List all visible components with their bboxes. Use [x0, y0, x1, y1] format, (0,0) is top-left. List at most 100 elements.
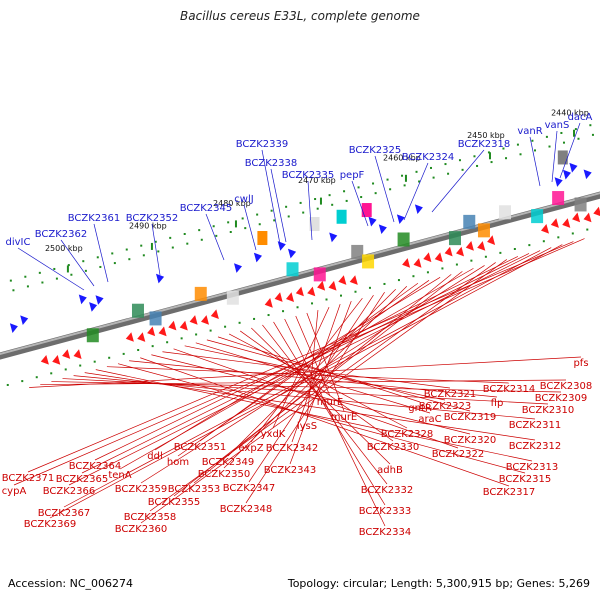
reverse-gene-arrow	[593, 206, 600, 216]
scale-dot	[354, 290, 357, 293]
gene-label-BCZK2358: BCZK2358	[124, 512, 177, 523]
leader-line	[227, 288, 396, 457]
scale-dot	[128, 258, 131, 261]
gene-label-BCZK2309: BCZK2309	[535, 393, 588, 404]
scale-dot	[122, 352, 125, 355]
reverse-gene-arrow	[456, 246, 464, 257]
gene-label-BCZK2333: BCZK2333	[359, 506, 412, 517]
feature-box	[557, 150, 568, 165]
forward-gene-arrow	[78, 294, 87, 305]
scale-dot	[229, 230, 232, 233]
scale-dot	[93, 360, 96, 363]
scale-dot	[487, 151, 490, 154]
scale-dot	[368, 286, 371, 289]
leader-line	[140, 357, 510, 487]
scale-dot	[67, 264, 70, 267]
gene-label-BCZK2310: BCZK2310	[522, 405, 575, 416]
gene-label-BCZK2347: BCZK2347	[223, 483, 276, 494]
genome-summary: Topology: circular; Length: 5,300,915 bp…	[287, 577, 590, 590]
leader-line	[261, 149, 281, 245]
gene-label-BCZK2345: BCZK2345	[180, 203, 233, 214]
scale-dot	[302, 211, 305, 214]
gene-label-expZ: expZ	[238, 443, 263, 454]
leader-line	[239, 330, 394, 442]
scale-dot	[267, 314, 270, 317]
scale-dot	[38, 271, 41, 274]
gene-label-BCZK2369: BCZK2369	[24, 519, 77, 530]
reverse-gene-arrow	[73, 349, 82, 359]
feature-box	[531, 209, 544, 224]
gene-label-BCZK2322: BCZK2322	[432, 449, 485, 460]
reverse-gene-arrow	[583, 212, 592, 223]
reverse-gene-arrow	[338, 275, 347, 285]
leader-line	[205, 213, 225, 261]
reverse-gene-arrow	[572, 212, 581, 223]
forward-gene-arrow	[9, 323, 18, 333]
scale-label-2440-kbp: 2440 kbp	[551, 108, 589, 117]
gene-label-BCZK2335: BCZK2335	[282, 170, 335, 181]
scale-dot	[26, 285, 29, 288]
scale-dot	[282, 310, 285, 313]
gene-label-BCZK2371: BCZK2371	[2, 473, 55, 484]
leader-line	[93, 223, 109, 283]
scale-dot	[476, 164, 479, 167]
scale-dot	[82, 260, 85, 263]
forward-gene-arrow	[554, 177, 563, 187]
reverse-gene-arrow	[349, 275, 358, 285]
scale-dot	[418, 180, 421, 183]
gene-label-BCZK2355: BCZK2355	[148, 497, 201, 508]
scale-dot	[166, 341, 169, 344]
scale-tick	[319, 197, 322, 205]
gene-label-BCZK2313: BCZK2313	[506, 462, 559, 473]
scale-dot	[180, 337, 183, 340]
forward-gene-arrow	[234, 263, 242, 273]
scale-dot	[542, 240, 545, 243]
gene-label-BCZK2314: BCZK2314	[483, 384, 536, 395]
gene-label-divIC: divIC	[6, 237, 31, 248]
gene-label-BCZK2349: BCZK2349	[202, 457, 255, 468]
scale-dot	[415, 170, 418, 173]
gene-label-BCZK2308: BCZK2308	[540, 381, 593, 392]
scale-dot	[397, 279, 400, 282]
feature-box	[313, 267, 326, 282]
feature-box	[351, 244, 364, 259]
gene-label-pepF: pepF	[340, 170, 365, 181]
scale-dot	[215, 234, 218, 237]
reverse-gene-arrow	[52, 355, 61, 365]
scale-dot	[169, 236, 172, 239]
scale-dot	[505, 157, 508, 160]
scale-dot	[484, 255, 487, 258]
scale-dot	[12, 289, 15, 292]
scale-dot	[447, 172, 450, 175]
leader-line	[243, 204, 257, 251]
scale-label-2460-kbp: 2460 kbp	[383, 153, 421, 162]
leader-line	[284, 318, 386, 527]
reverse-gene-arrow	[189, 315, 198, 325]
feature-box	[397, 232, 410, 247]
leader-line	[95, 369, 533, 462]
reverse-gene-arrow	[201, 315, 209, 325]
scale-dot	[256, 213, 259, 216]
gene-label-murE: murE	[317, 397, 344, 408]
reverse-gene-arrow	[295, 286, 304, 297]
feature-box	[226, 290, 239, 305]
gene-label-BCZK2317: BCZK2317	[483, 487, 536, 498]
gene-label-tenA: tenA	[108, 470, 131, 481]
reverse-gene-arrow	[317, 280, 326, 291]
reverse-gene-arrow	[328, 280, 337, 291]
scale-dot	[461, 168, 464, 171]
gene-label-BCZK2319: BCZK2319	[444, 412, 497, 423]
scale-dot	[591, 133, 594, 136]
feature-box	[574, 197, 587, 212]
reverse-gene-arrow	[444, 246, 453, 257]
gene-label-lysS: lysS	[297, 421, 317, 432]
scale-dot	[227, 221, 230, 224]
scale-dot	[519, 153, 522, 156]
scale-dot	[311, 302, 314, 305]
scale-dot	[389, 188, 392, 191]
reverse-gene-arrow	[147, 326, 156, 337]
leader-line	[151, 354, 471, 435]
scale-dot	[470, 259, 473, 262]
scale-dot	[574, 128, 577, 131]
